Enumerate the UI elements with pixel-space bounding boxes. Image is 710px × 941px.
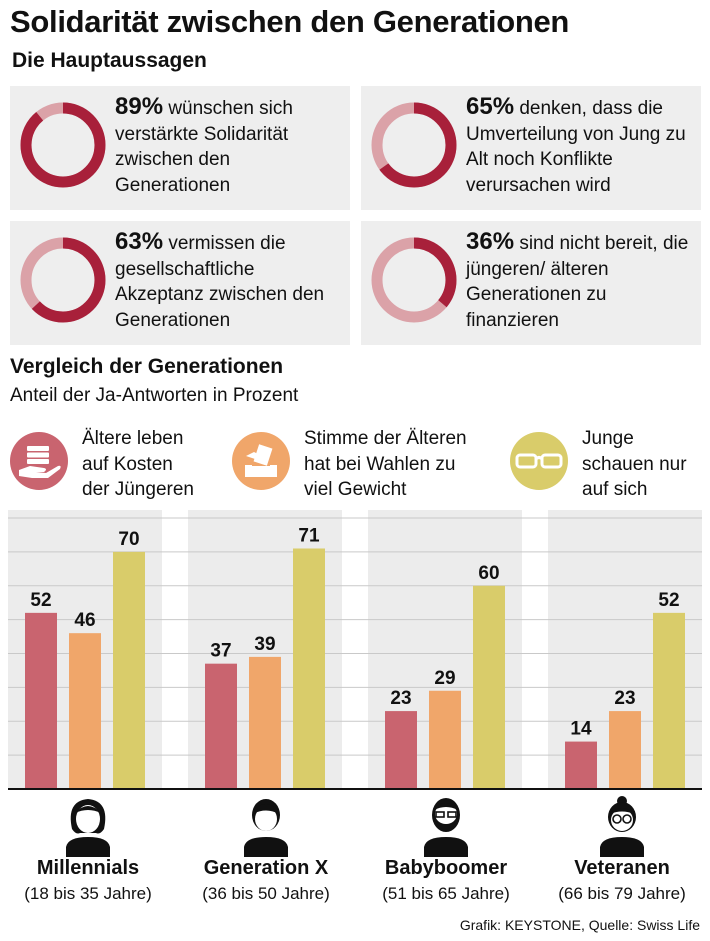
statement-text: wünschen sich verstärkte Solidarität zwi… xyxy=(115,98,293,196)
bar xyxy=(609,711,641,789)
ballot-box-icon xyxy=(232,432,290,490)
donut-chart-65 xyxy=(371,102,457,188)
source-credit: Grafik: KEYSTONE, Quelle: Swiss Life xyxy=(459,917,700,933)
statement-percent: 89% xyxy=(115,93,164,120)
legend-line: auf sich xyxy=(582,479,648,500)
bar-value-label: 39 xyxy=(254,634,275,655)
donut-value-arc xyxy=(371,102,457,188)
generation-millennials: Millennials (18 bis 35 Jahre) xyxy=(0,795,176,904)
donut-chart-89 xyxy=(20,102,106,188)
bar-value-label: 52 xyxy=(30,590,51,611)
bar-value-label: 60 xyxy=(478,563,499,584)
generation-age: (66 bis 79 Jahre) xyxy=(558,884,686,903)
bar xyxy=(249,656,281,789)
legend-line: Ältere leben xyxy=(82,428,184,449)
statement-text: denken, dass die Umverteilung von Jung z… xyxy=(466,98,686,196)
page-title: Solidarität zwischen den Generationen xyxy=(10,4,570,39)
generation-name: Generation X xyxy=(203,857,329,879)
donut-chart-63 xyxy=(20,237,106,323)
statement-card-3: 63% vermissen die gesellschaftliche Akze… xyxy=(10,221,350,345)
statement-percent: 36% xyxy=(466,228,515,255)
bar-value-label: 37 xyxy=(210,641,231,662)
hand-money-icon xyxy=(10,432,68,490)
generation-name: Millennials xyxy=(36,857,140,879)
bar xyxy=(293,548,325,789)
legend-line: der Jüngeren xyxy=(82,479,194,500)
generation-name: Babyboomer xyxy=(384,857,508,879)
bar-value-label: 23 xyxy=(614,688,635,709)
donut-value-arc xyxy=(20,237,106,323)
statement-card-2: 65% denken, dass die Umverteilung von Ju… xyxy=(361,86,701,210)
generation-age: (51 bis 65 Jahre) xyxy=(382,884,510,903)
bar-value-label: 46 xyxy=(74,610,95,631)
generation-x: Generation X (36 bis 50 Jahre) xyxy=(178,795,354,904)
glasses-icon xyxy=(510,432,568,490)
legend-line: Stimme der Älteren xyxy=(304,428,467,449)
bar xyxy=(205,663,237,789)
donut-value-arc xyxy=(371,237,457,323)
millennial-woman-icon xyxy=(66,799,110,857)
generation-babyboomer: Babyboomer (51 bis 65 Jahre) xyxy=(358,795,534,904)
statement-percent: 63% xyxy=(115,228,164,255)
bar xyxy=(473,585,505,789)
legend-line: Junge xyxy=(582,428,634,449)
statement-percent: 65% xyxy=(466,93,515,120)
generation-age: (18 bis 35 Jahre) xyxy=(24,884,152,903)
statement-card-4: 36% sind nicht bereit, die jüngeren/ ält… xyxy=(361,221,701,345)
generation-name: Veteranen xyxy=(574,857,670,879)
statement-text: vermissen die gesellschaftliche Akzeptan… xyxy=(115,233,325,331)
bar-value-label: 29 xyxy=(434,668,455,689)
legend-line: hat bei Wahlen zu xyxy=(304,453,456,475)
bar xyxy=(69,633,101,789)
bar-chart: 52 37 23 14 46 39 29 23 70 71 60 52 xyxy=(8,510,702,790)
page-subtitle: Die Hauptaussagen xyxy=(12,49,207,72)
bar xyxy=(113,551,145,789)
bar-value-label: 71 xyxy=(298,525,320,546)
bar-value-label: 23 xyxy=(390,688,411,709)
bar-value-label: 14 xyxy=(570,719,592,740)
donut-value-arc xyxy=(20,102,106,188)
generation-veteranen: Veteranen (66 bis 79 Jahre) xyxy=(534,795,710,904)
bar xyxy=(429,690,461,789)
bar xyxy=(25,612,57,789)
legend-line: viel Gewicht xyxy=(304,479,407,500)
generation-age: (36 bis 50 Jahre) xyxy=(202,884,330,903)
comparison-subtitle: Anteil der Ja-Antworten in Prozent xyxy=(10,385,299,406)
veteran-woman-glasses-icon xyxy=(600,796,644,857)
bar-value-label: 52 xyxy=(658,590,679,611)
bar-value-label: 70 xyxy=(118,529,139,550)
generation-x-man-icon xyxy=(244,799,288,857)
statement-text: sind nicht bereit, die jüngeren/ älteren… xyxy=(466,233,689,331)
bar xyxy=(385,711,417,789)
legend-line: auf Kosten xyxy=(82,453,173,475)
donut-chart-36 xyxy=(371,237,457,323)
babyboomer-bearded-man-icon xyxy=(424,798,468,857)
bar xyxy=(653,612,685,789)
legend-line: schauen nur xyxy=(582,453,687,475)
comparison-title: Vergleich der Generationen xyxy=(10,355,284,378)
bar xyxy=(565,741,597,789)
statement-card-1: 89% wünschen sich verstärkte Solidarität… xyxy=(10,86,350,210)
